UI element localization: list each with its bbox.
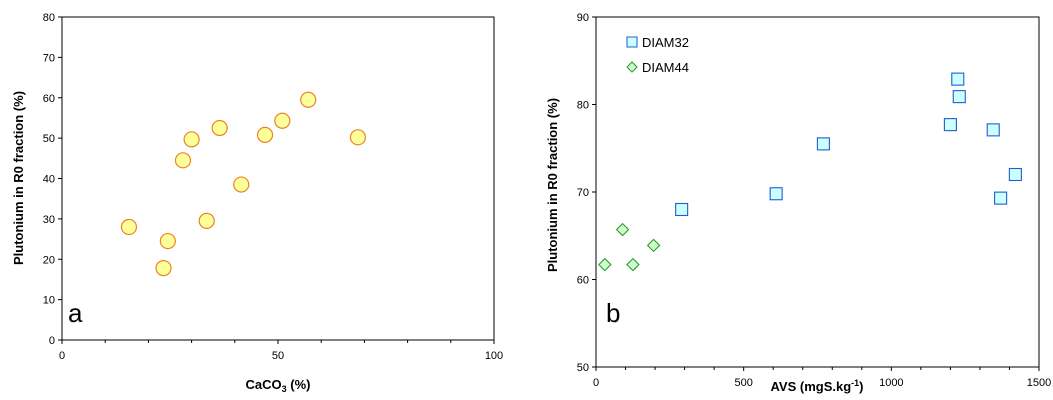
y-tick-label: 0 <box>49 335 55 347</box>
data-point <box>174 152 192 169</box>
data-point-diam44 <box>626 257 640 272</box>
data-point <box>159 232 176 250</box>
data-point-diam32 <box>986 123 1000 137</box>
data-points-b <box>598 72 1022 272</box>
plot-area-a <box>61 16 495 341</box>
x-axis-label-b-sup: -1 <box>851 378 859 388</box>
data-point <box>233 176 250 193</box>
legend: DIAM32 DIAM44 <box>626 35 689 75</box>
y-tick-label: 40 <box>43 174 55 186</box>
x-tick-label: 100 <box>485 350 503 362</box>
data-point-diam32 <box>994 191 1008 205</box>
x-axis-label-b: AVS (mgS.kg-1) <box>770 378 863 394</box>
data-point <box>198 212 215 229</box>
y-axis-label-b: Plutonium in R0 fraction (%) <box>545 98 560 272</box>
data-point-diam32 <box>943 118 957 132</box>
data-point <box>211 119 228 137</box>
y-tick-label: 60 <box>577 275 589 287</box>
data-point <box>274 112 291 129</box>
plot-area-b <box>595 16 1040 368</box>
panel-label-a: a <box>68 298 83 328</box>
y-tick-label: 30 <box>43 214 55 226</box>
data-points-a <box>120 91 367 277</box>
data-point <box>120 218 138 236</box>
x-axis-label-b-suffix: ) <box>859 379 863 394</box>
data-point-diam32 <box>769 187 783 201</box>
x-tick-label: 0 <box>593 377 599 389</box>
legend-label-diam32: DIAM32 <box>642 35 689 50</box>
data-point-diam32 <box>675 202 689 217</box>
x-tick-label: 1500 <box>1027 377 1051 389</box>
data-point <box>300 91 317 108</box>
x-axis-a: 0 50 100 <box>59 340 503 362</box>
data-point <box>256 126 274 143</box>
y-tick-label: 70 <box>577 187 589 199</box>
y-tick-label: 50 <box>577 362 589 374</box>
scatter-panel-b: 50 60 70 80 90 0 500 1000 1500 b Plutonium in R… <box>545 12 1051 394</box>
data-point-diam32 <box>952 90 966 104</box>
x-axis-label-a-main: CaCO <box>246 377 282 392</box>
x-axis-label-a: CaCO3 (%) <box>246 377 311 394</box>
panel-label-b: b <box>606 298 620 328</box>
y-tick-label: 70 <box>43 52 55 64</box>
y-axis-b: 50 60 70 80 90 <box>577 12 596 374</box>
legend-marker-diam32 <box>626 36 638 48</box>
scatter-panel-a: 0 10 20 30 40 50 60 70 80 0 50 100 a Plutonium in … <box>11 12 503 394</box>
legend-marker-diam44 <box>626 61 638 73</box>
x-tick-label: 50 <box>272 350 284 362</box>
y-tick-label: 90 <box>577 12 589 24</box>
y-tick-label: 50 <box>43 133 55 145</box>
data-point-diam32 <box>1008 167 1022 182</box>
x-axis-label-b-main: AVS (mgS.kg <box>770 379 851 394</box>
data-point <box>183 131 200 148</box>
x-axis-b: 0 500 1000 1500 <box>593 367 1051 389</box>
y-axis-a: 0 10 20 30 40 50 60 70 80 <box>43 12 62 347</box>
data-point-diam32 <box>951 72 965 86</box>
y-tick-label: 80 <box>577 100 589 112</box>
data-point-diam44 <box>615 222 630 237</box>
x-tick-label: 0 <box>59 350 65 362</box>
data-point-diam32 <box>816 137 830 151</box>
legend-label-diam44: DIAM44 <box>642 60 689 75</box>
y-tick-label: 10 <box>43 295 55 307</box>
x-axis-label-a-sub: 3 <box>282 384 287 394</box>
y-tick-label: 20 <box>43 254 55 266</box>
data-point-diam44 <box>598 257 612 272</box>
y-tick-label: 60 <box>43 93 55 105</box>
y-axis-label-a: Plutonium in R0 fraction (%) <box>11 91 26 265</box>
x-tick-label: 500 <box>734 377 752 389</box>
y-tick-label: 80 <box>43 12 55 24</box>
x-tick-label: 1000 <box>879 377 903 389</box>
data-point-diam44 <box>646 238 661 253</box>
x-axis-label-a-suffix: (%) <box>287 377 311 392</box>
data-point <box>155 260 172 277</box>
data-point <box>349 129 367 146</box>
